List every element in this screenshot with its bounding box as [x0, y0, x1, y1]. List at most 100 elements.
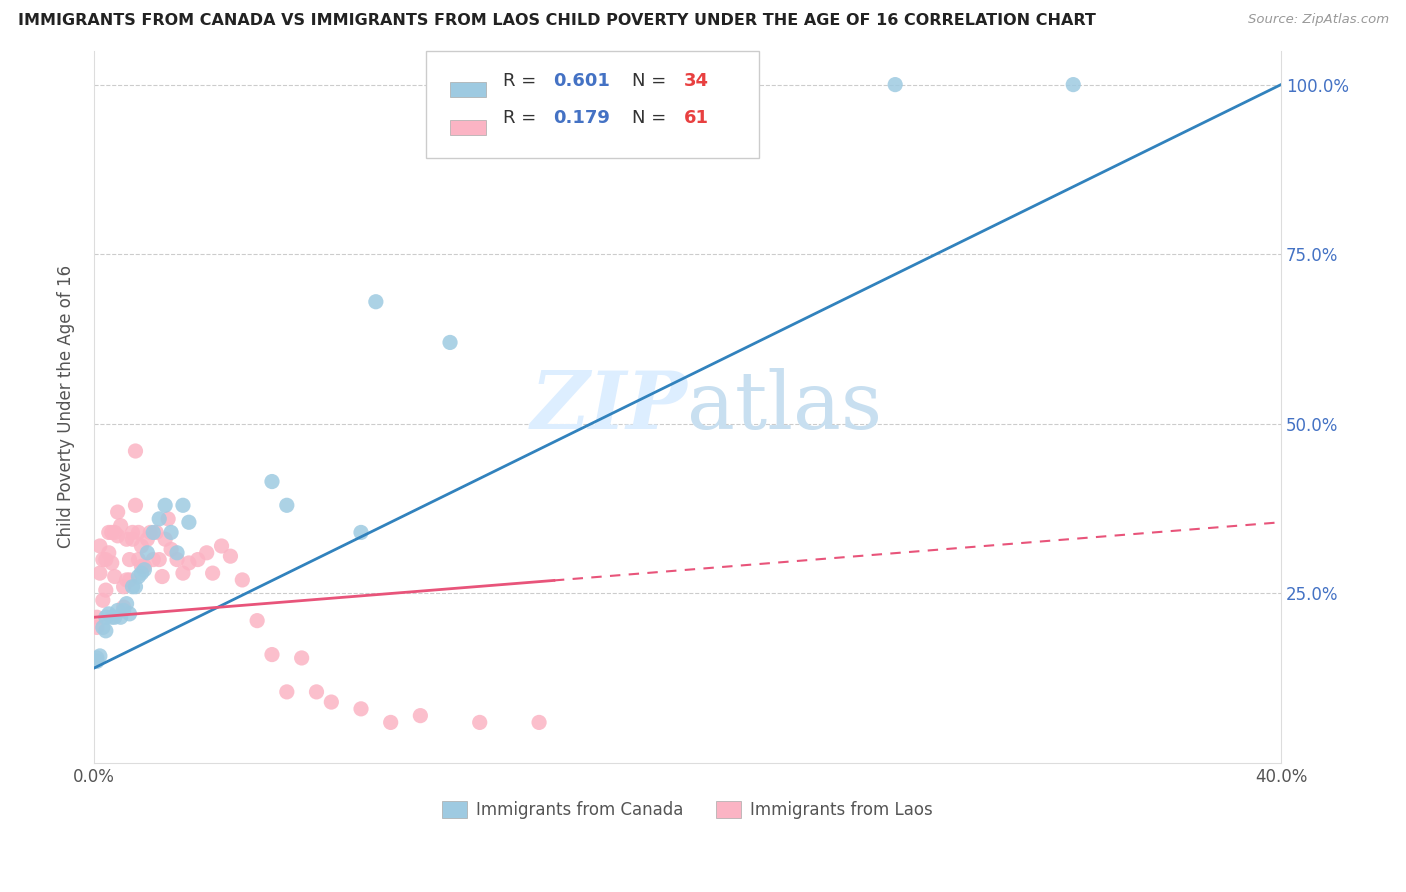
Point	[160, 542, 183, 557]
Point	[107, 505, 129, 519]
Point	[145, 525, 167, 540]
Text: ZIP: ZIP	[530, 368, 688, 446]
Point	[104, 610, 127, 624]
Point	[231, 573, 253, 587]
Point	[94, 552, 117, 566]
Point	[350, 525, 373, 540]
Point	[127, 569, 149, 583]
Point	[124, 444, 146, 458]
Text: N =: N =	[631, 110, 672, 128]
Point	[364, 294, 387, 309]
Legend: Immigrants from Canada, Immigrants from Laos: Immigrants from Canada, Immigrants from …	[436, 795, 939, 826]
Point	[468, 715, 491, 730]
FancyBboxPatch shape	[450, 82, 485, 97]
Point	[94, 610, 117, 624]
Point	[131, 539, 153, 553]
Text: 61: 61	[683, 110, 709, 128]
Point	[321, 695, 343, 709]
Point	[219, 549, 242, 564]
Point	[157, 512, 180, 526]
Point	[100, 525, 122, 540]
Point	[100, 556, 122, 570]
Point	[160, 525, 183, 540]
Point	[276, 685, 298, 699]
Point	[115, 533, 138, 547]
Point	[142, 525, 165, 540]
Point	[136, 533, 159, 547]
Point	[177, 556, 200, 570]
Point	[131, 566, 153, 581]
Point	[166, 546, 188, 560]
Point	[118, 573, 141, 587]
Point	[409, 708, 432, 723]
Point	[124, 498, 146, 512]
Point	[86, 610, 108, 624]
Point	[291, 651, 314, 665]
Point	[187, 552, 209, 566]
Point	[260, 475, 283, 489]
Text: R =: R =	[503, 110, 543, 128]
Point	[115, 597, 138, 611]
Point	[94, 624, 117, 638]
Point	[148, 512, 170, 526]
Point	[380, 715, 402, 730]
Point	[118, 607, 141, 621]
Point	[884, 78, 907, 92]
Point	[305, 685, 328, 699]
Point	[172, 566, 194, 581]
Point	[139, 525, 162, 540]
Point	[1062, 78, 1084, 92]
Point	[153, 498, 176, 512]
Point	[112, 600, 135, 615]
Point	[107, 529, 129, 543]
Point	[195, 546, 218, 560]
Point	[127, 552, 149, 566]
Point	[136, 546, 159, 560]
Text: IMMIGRANTS FROM CANADA VS IMMIGRANTS FROM LAOS CHILD POVERTY UNDER THE AGE OF 16: IMMIGRANTS FROM CANADA VS IMMIGRANTS FRO…	[18, 13, 1097, 29]
Point	[115, 573, 138, 587]
Text: R =: R =	[503, 72, 543, 90]
Point	[89, 566, 111, 581]
Point	[86, 651, 108, 665]
Point	[100, 610, 122, 624]
Point	[127, 525, 149, 540]
Point	[124, 580, 146, 594]
Point	[177, 515, 200, 529]
Point	[121, 533, 143, 547]
Point	[211, 539, 233, 553]
FancyBboxPatch shape	[426, 51, 759, 158]
Point	[89, 648, 111, 663]
Point	[112, 580, 135, 594]
Point	[97, 525, 120, 540]
Point	[134, 559, 156, 574]
Point	[89, 539, 111, 553]
Point	[150, 569, 173, 583]
Point	[104, 569, 127, 583]
Point	[246, 614, 269, 628]
FancyBboxPatch shape	[450, 120, 485, 135]
Text: 34: 34	[683, 72, 709, 90]
Point	[153, 533, 176, 547]
Point	[86, 654, 108, 668]
Point	[172, 498, 194, 512]
Point	[112, 603, 135, 617]
Point	[94, 583, 117, 598]
Point	[439, 335, 461, 350]
Point	[97, 607, 120, 621]
Point	[86, 620, 108, 634]
Point	[131, 559, 153, 574]
Point	[110, 610, 132, 624]
Point	[121, 580, 143, 594]
Point	[148, 552, 170, 566]
Text: atlas: atlas	[688, 368, 883, 446]
Text: N =: N =	[631, 72, 672, 90]
Text: 0.601: 0.601	[554, 72, 610, 90]
Point	[91, 593, 114, 607]
Point	[110, 518, 132, 533]
Point	[166, 552, 188, 566]
Point	[527, 715, 550, 730]
Point	[121, 525, 143, 540]
Text: 0.179: 0.179	[554, 110, 610, 128]
Point	[97, 546, 120, 560]
Point	[104, 525, 127, 540]
